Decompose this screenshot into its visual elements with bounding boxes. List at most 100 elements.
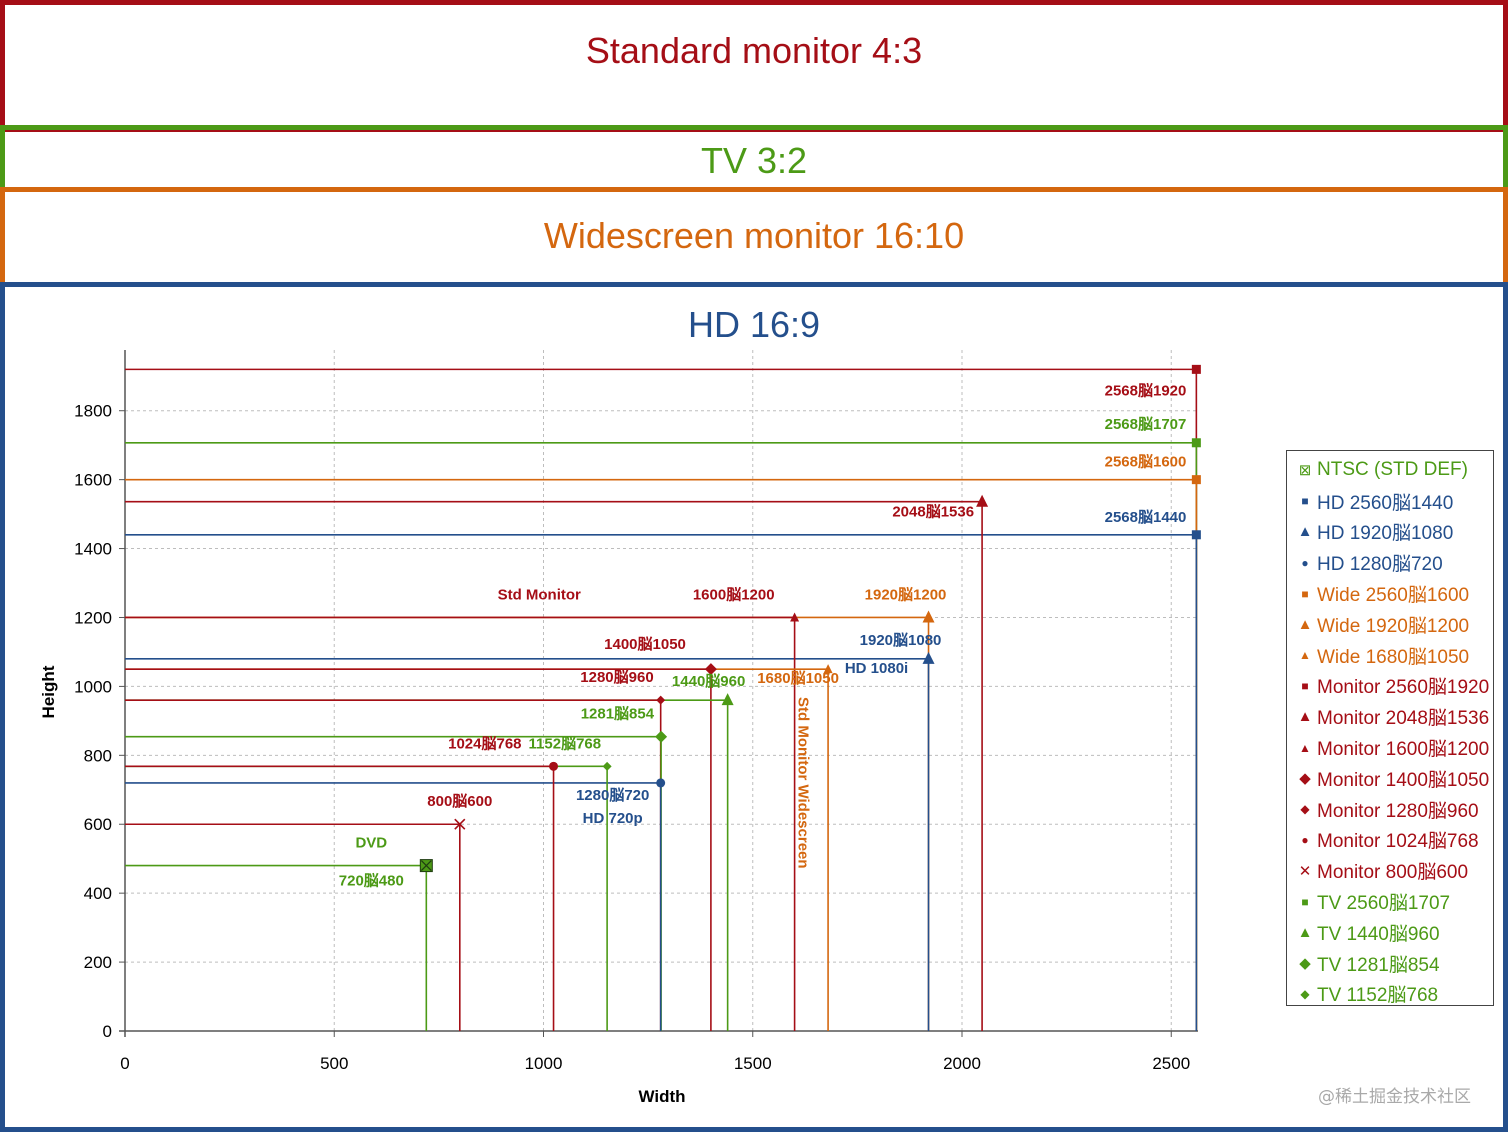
data-point: Monitor 1280脳960 [656,695,666,705]
legend-label: HD 1280脳720 [1317,554,1443,576]
legend-item: ▲ HD 1920脳1080 [1287,517,1493,548]
legend-marker-icon: ▲ [1299,740,1311,755]
y-tick-label: 1600 [74,471,112,490]
legend-label: HD 1920脳1080 [1317,523,1454,545]
legend-item: ▲ Wide 1680脳1050 [1287,640,1493,671]
legend-label: Monitor 1024脳768 [1317,831,1479,853]
annotation-label: 2048脳1536 [892,503,974,521]
y-tick-label: 600 [84,815,112,834]
legend-marker-icon: ● [1301,832,1309,847]
legend-label: Monitor 2560脳1920 [1317,677,1490,699]
widescreen-title: Widescreen monitor 16:10 [543,215,965,256]
annotation-label: Std Monitor [498,586,581,603]
annotation-label: 2568脳1600 [1105,453,1187,471]
legend-label: Monitor 1600脳1200 [1317,739,1490,761]
resolution-outline [125,765,608,1031]
legend-label: Wide 1920脳1200 [1317,615,1470,637]
annotation-label: 1400脳1050 [604,635,686,653]
annotation-label: 1280脳960 [580,668,653,686]
legend-label: Monitor 2048脳1536 [1317,708,1490,730]
legend-label: TV 1152脳768 [1317,985,1439,1007]
annotation-label: HD 1080i [845,660,908,677]
annotation-label: 1152脳768 [529,734,602,752]
annotation-label: 2568脳1920 [1105,381,1187,399]
resolution-outline [125,668,712,1031]
legend-label: Monitor 1400脳1050 [1317,769,1490,791]
chart-legend: ⊠ NTSC (STD DEF) ■ HD 2560脳1440 ▲ HD 1920脳108… [1286,450,1494,1006]
annotation-label: HD 720p [583,810,643,827]
annotation-label: Std Monitor Widescreen [795,697,812,869]
legend-marker-icon: ✕ [1298,862,1312,880]
y-tick-label: 800 [84,746,112,765]
legend-label: TV 2560脳1707 [1317,893,1451,915]
legend-marker-icon: ■ [1301,494,1309,509]
resolution-outline [125,668,829,1031]
legend-label: Monitor 800脳600 [1317,862,1469,884]
y-axis-title: Height [39,665,58,718]
legend-label: TV 1281脳854 [1317,954,1440,976]
legend-item: ■ Monitor 2560脳1920 [1287,671,1493,702]
legend-item: ● Monitor 1024脳768 [1287,825,1493,856]
legend-marker-icon: ● [1301,555,1309,570]
legend-label: Wide 2560脳1600 [1317,585,1470,607]
annotation-label: 1920脳1080 [860,631,942,649]
legend-marker-icon: ▲ [1297,708,1313,726]
legend-marker-icon: ■ [1301,678,1309,693]
x-tick-label: 2500 [1152,1054,1190,1073]
legend-item: ◆ TV 1152脳768 [1287,979,1493,1010]
legend-item: ✕ Monitor 800脳600 [1287,855,1493,886]
data-point: Wide 1920脳1200 [922,610,935,623]
legend-item: ▲ Monitor 1600脳1200 [1287,732,1493,763]
annotation-label: 2568脳1440 [1105,508,1187,526]
legend-item: ◆ Monitor 1280脳960 [1287,794,1493,825]
data-point: Wide 2560脳1600 [1191,475,1201,485]
data-point: HD 1920脳1080 [922,651,935,664]
data-point: TV 1152脳768 [602,761,612,771]
legend-item: ◆ TV 1281脳854 [1287,948,1493,979]
annotation-label: 1280脳720 [576,786,649,804]
x-tick-label: 2000 [943,1054,981,1073]
annotation-label: 800脳600 [427,792,492,810]
legend-item: ▲ TV 1440脳960 [1287,917,1493,948]
x-tick-label: 1000 [525,1054,563,1073]
data-point: TV 1281脳854 [655,730,668,743]
x-axis-title: Width [638,1087,685,1106]
resolution-outline [125,782,662,1031]
legend-item: ■ TV 2560脳1707 [1287,886,1493,917]
annotation-label: 1024脳768 [448,734,521,752]
legend-label: HD 2560脳1440 [1317,492,1454,514]
legend-item: ■ Wide 2560脳1600 [1287,578,1493,609]
legend-marker-icon: ⊠ [1298,462,1312,480]
legend-item: ■ HD 2560脳1440 [1287,486,1493,517]
legend-item: ● HD 1280脳720 [1287,547,1493,578]
widescreen-band: Widescreen monitor 16:10 [0,187,1508,287]
y-tick-label: 1400 [74,540,112,559]
legend-label: Monitor 1280脳960 [1317,800,1479,822]
legend-marker-icon: ◆ [1300,986,1310,1001]
annotation-label: DVD [355,835,387,852]
legend-item: ⊠ NTSC (STD DEF) [1287,455,1493,486]
annotation-label: 1920脳1200 [865,585,947,603]
legend-item: ▲ Wide 1920脳1200 [1287,609,1493,640]
legend-item: ▲ Monitor 2048脳1536 [1287,701,1493,732]
standard-monitor-title: Standard monitor 4:3 [585,30,923,71]
data-point: HD 2560脳1440 [1191,530,1201,540]
data-point: Monitor 2048脳1536 [976,494,989,507]
legend-marker-icon: ▲ [1299,648,1311,663]
legend-marker-icon: ◆ [1299,770,1311,788]
resolution-outline [125,864,428,1031]
data-point: HD 1280脳720 [656,778,666,788]
legend-marker-icon: ▲ [1297,523,1313,541]
data-point: Monitor 2560脳1920 [1191,364,1201,374]
x-tick-label: 1500 [734,1054,772,1073]
annotation-label: 1440脳960 [672,672,745,690]
annotation-label: 1281脳854 [581,705,655,723]
y-tick-label: 1000 [74,677,112,696]
y-tick-label: 400 [84,884,112,903]
data-point: Monitor 1024脳768 [549,761,559,771]
legend-marker-icon: ▲ [1297,615,1313,633]
hd-band: HD 16:9 [0,282,1508,1132]
data-point-stroke [420,860,432,872]
y-tick-label: 1200 [74,608,112,627]
